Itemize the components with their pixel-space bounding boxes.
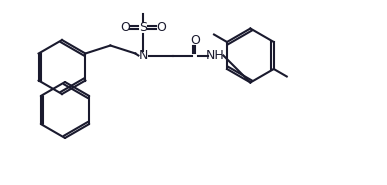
Text: O: O — [190, 34, 200, 47]
Text: O: O — [156, 21, 166, 34]
Text: N: N — [139, 49, 148, 62]
Text: S: S — [139, 21, 147, 34]
Text: O: O — [120, 21, 130, 34]
Text: NH: NH — [206, 49, 225, 62]
